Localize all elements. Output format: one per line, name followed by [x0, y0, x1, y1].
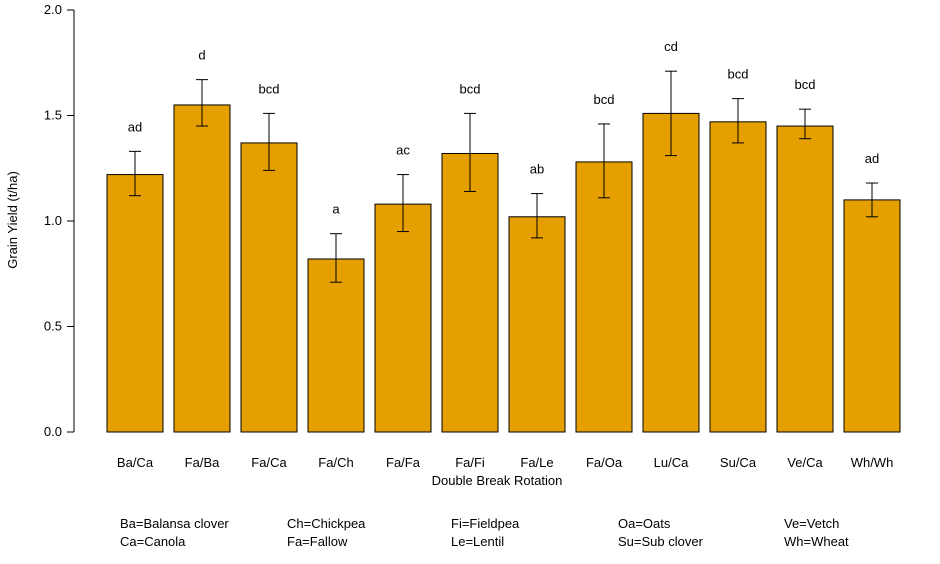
x-tick-label: Ba/Ca — [117, 455, 154, 470]
x-tick-label: Fa/Fa — [386, 455, 421, 470]
bar — [374, 203, 432, 433]
significance-label: ad — [865, 151, 879, 166]
y-tick-label: 0.5 — [44, 319, 62, 334]
x-tick-labels-group: Ba/Ca Fa/Ba Fa/Ca Fa/Ch Fa/Fa Fa/Fi Fa/Le Fa/Oa… — [117, 455, 893, 470]
x-tick-label: Fa/Ch — [318, 455, 353, 470]
legend-entry: Ch=Chickpea — [287, 516, 366, 531]
significance-label: bcd — [594, 92, 615, 107]
significance-label: cd — [664, 39, 678, 54]
x-tick-label: Fa/Ca — [251, 455, 287, 470]
bar — [843, 199, 901, 433]
legend-entry: Ba=Balansa clover — [120, 516, 229, 531]
bar — [106, 174, 164, 433]
y-tick-label: 1.0 — [44, 213, 62, 228]
significance-labels-group: ad d bcd a ac bcd ab bcd cd bcd bcd ad — [128, 39, 879, 216]
significance-label: d — [198, 48, 205, 63]
abbreviation-legend: Ba=Balansa clover Ca=Canola Ch=Chickpea Fa=… — [120, 516, 849, 549]
x-tick-label: Fa/Ba — [185, 455, 220, 470]
legend-entry: Oa=Oats — [618, 516, 671, 531]
y-axis-title: Grain Yield (t/ha) — [5, 171, 20, 269]
bars-group — [106, 104, 901, 433]
x-tick-label: Wh/Wh — [851, 455, 894, 470]
y-tick-label: 2.0 — [44, 2, 62, 17]
bar — [508, 216, 566, 433]
significance-label: bcd — [259, 81, 280, 96]
y-tick-label: 1.5 — [44, 108, 62, 123]
legend-entry: Ve=Vetch — [784, 516, 839, 531]
x-tick-label: Ve/Ca — [787, 455, 823, 470]
significance-label: a — [332, 202, 340, 217]
bar — [709, 121, 767, 433]
x-axis-title: Double Break Rotation — [432, 473, 563, 488]
significance-label: ad — [128, 119, 142, 134]
bar — [776, 125, 834, 433]
significance-label: bcd — [795, 77, 816, 92]
y-tick-label: 0.0 — [44, 424, 62, 439]
x-tick-label: Fa/Fi — [455, 455, 485, 470]
legend-entry: Wh=Wheat — [784, 534, 849, 549]
bar — [575, 161, 633, 433]
significance-label: ac — [396, 143, 410, 158]
significance-label: ab — [530, 162, 544, 177]
error-bars-group — [129, 70, 878, 283]
bar — [307, 258, 365, 433]
x-tick-label: Lu/Ca — [654, 455, 689, 470]
legend-entry: Fi=Fieldpea — [451, 516, 520, 531]
significance-label: bcd — [728, 67, 749, 82]
legend-entry: Ca=Canola — [120, 534, 186, 549]
significance-label: bcd — [460, 81, 481, 96]
bar — [173, 104, 231, 433]
x-tick-label: Su/Ca — [720, 455, 757, 470]
y-axis: 0.0 0.5 1.0 1.5 2.0 — [44, 2, 75, 439]
bar — [642, 112, 700, 433]
legend-entry: Le=Lentil — [451, 534, 504, 549]
x-tick-label: Fa/Le — [520, 455, 553, 470]
bar — [240, 142, 298, 433]
legend-entry: Fa=Fallow — [287, 534, 348, 549]
bar — [441, 152, 499, 433]
x-tick-label: Fa/Oa — [586, 455, 623, 470]
legend-entry: Su=Sub clover — [618, 534, 704, 549]
